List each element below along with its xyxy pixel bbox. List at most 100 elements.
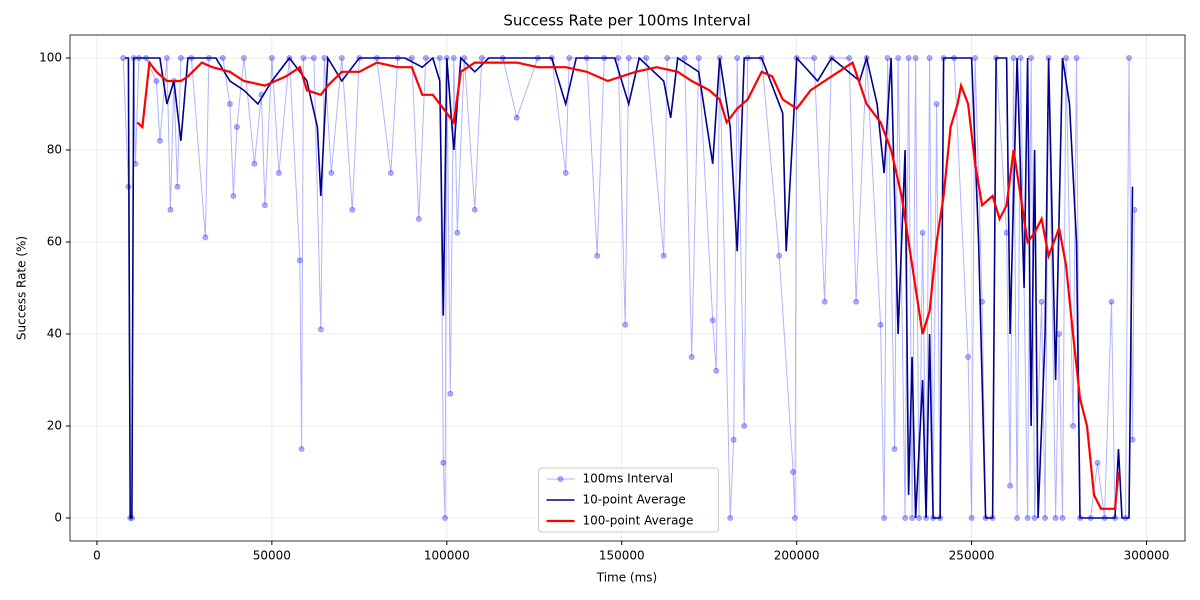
data-point xyxy=(681,55,688,61)
data-point xyxy=(727,515,734,521)
data-point xyxy=(562,170,569,176)
data-point xyxy=(643,55,650,61)
data-point xyxy=(478,55,485,61)
data-point xyxy=(202,234,209,241)
data-point xyxy=(713,367,720,374)
data-point xyxy=(1126,55,1133,61)
data-point xyxy=(1042,515,1049,521)
data-point xyxy=(566,55,573,61)
x-tick-label: 0 xyxy=(93,549,101,563)
data-point xyxy=(811,55,818,61)
y-tick-label: 80 xyxy=(47,143,62,157)
y-tick-label: 20 xyxy=(47,419,62,433)
data-point xyxy=(912,55,919,61)
series-line xyxy=(122,57,1135,519)
x-tick-label: 250000 xyxy=(949,549,995,563)
data-point xyxy=(310,55,317,61)
data-point xyxy=(1108,298,1115,305)
data-point xyxy=(1094,459,1101,466)
data-point xyxy=(776,252,783,259)
x-axis-label: Time (ms) xyxy=(596,571,658,585)
data-point xyxy=(233,124,240,130)
data-point xyxy=(1070,423,1077,429)
data-point xyxy=(1059,515,1066,521)
data-point xyxy=(349,206,356,213)
y-axis-label: Success Rate (%) xyxy=(15,236,29,340)
data-point xyxy=(1028,55,1035,61)
legend-label: 10-point Average xyxy=(583,493,686,507)
data-point xyxy=(926,55,933,61)
data-point xyxy=(275,170,282,176)
data-point xyxy=(513,114,520,121)
data-point xyxy=(660,252,667,259)
chart-title: Success Rate per 100ms Interval xyxy=(503,12,750,30)
data-point xyxy=(298,446,305,452)
data-point xyxy=(408,55,415,61)
data-point xyxy=(1038,298,1045,305)
data-point xyxy=(622,321,629,328)
data-point xyxy=(821,298,828,305)
data-point xyxy=(167,206,174,213)
data-point xyxy=(1014,515,1021,521)
data-point xyxy=(664,55,671,61)
plot-frame xyxy=(69,34,1186,542)
x-tick-label: 300000 xyxy=(1124,549,1170,563)
data-point xyxy=(695,55,702,61)
data-point xyxy=(790,469,797,475)
data-point xyxy=(415,216,422,222)
data-point xyxy=(919,229,926,236)
data-point xyxy=(933,101,940,107)
data-point xyxy=(436,55,443,61)
data-point xyxy=(791,515,798,521)
legend-label: 100-point Average xyxy=(583,514,694,528)
data-point xyxy=(1024,515,1031,521)
data-point xyxy=(1073,55,1080,61)
data-point xyxy=(853,298,860,305)
data-point xyxy=(156,137,163,144)
data-point xyxy=(450,55,457,61)
data-point xyxy=(972,55,979,61)
data-point xyxy=(177,55,184,61)
data-point xyxy=(328,170,335,176)
data-point xyxy=(891,446,898,452)
data-point xyxy=(300,55,307,61)
data-point xyxy=(230,193,237,199)
data-point xyxy=(422,55,429,61)
data-point xyxy=(251,160,258,167)
data-point xyxy=(296,257,303,264)
data-point xyxy=(447,390,454,397)
data-point xyxy=(174,183,181,190)
data-point xyxy=(321,55,328,61)
series-line xyxy=(124,54,1134,519)
data-point xyxy=(1052,515,1059,521)
data-point xyxy=(1007,482,1014,489)
data-point xyxy=(440,459,447,466)
data-point xyxy=(688,354,695,360)
y-tick-label: 40 xyxy=(47,327,62,341)
data-point xyxy=(615,55,622,61)
y-tick-label: 100 xyxy=(39,51,62,65)
data-point xyxy=(387,170,394,176)
data-point xyxy=(219,55,226,61)
legend-marker xyxy=(557,476,564,482)
data-point xyxy=(338,55,345,61)
series-line xyxy=(136,59,1120,510)
data-point xyxy=(268,55,275,61)
x-tick-label: 150000 xyxy=(599,549,645,563)
data-point xyxy=(709,317,716,324)
data-point xyxy=(895,55,902,61)
legend-label: 100ms Interval xyxy=(583,472,674,486)
data-point xyxy=(1063,55,1070,61)
data-point xyxy=(968,515,975,521)
data-point xyxy=(916,515,923,521)
data-point xyxy=(1031,515,1038,521)
data-point xyxy=(625,55,632,61)
data-point xyxy=(877,321,884,328)
x-tick-label: 50000 xyxy=(253,549,291,563)
data-point xyxy=(1010,55,1017,61)
x-tick-label: 200000 xyxy=(774,549,820,563)
data-point xyxy=(226,101,233,107)
data-point xyxy=(240,55,247,61)
data-point xyxy=(261,202,268,209)
